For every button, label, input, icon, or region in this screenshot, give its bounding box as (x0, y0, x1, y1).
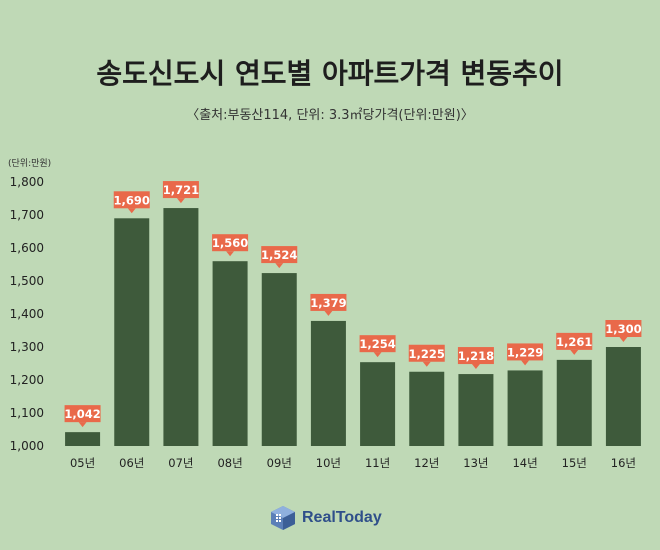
data-label-box (605, 320, 642, 337)
data-label-box (261, 246, 298, 264)
x-tick-label: 13년 (463, 456, 488, 470)
data-label-pointer (373, 352, 382, 358)
x-tick-label: 11년 (365, 456, 390, 470)
data-labels: 1,042 1,690 1,721 1,560 1,524 1,379 1,254 1,225… (64, 181, 642, 428)
data-label-text: 1,042 (64, 407, 100, 421)
data-label: 1,560 (212, 234, 249, 257)
x-tick-label: 08년 (217, 456, 242, 470)
y-tick-label: 1,400 (10, 307, 44, 321)
y-tick-label: 1,700 (10, 208, 44, 222)
x-tick-label: 07년 (168, 456, 193, 470)
bar (261, 273, 297, 446)
bar (212, 261, 248, 446)
x-tick-label: 14년 (512, 456, 537, 470)
data-label: 1,721 (162, 181, 199, 204)
bar (556, 359, 592, 446)
bar (310, 320, 346, 446)
y-tick-label: 1,300 (10, 340, 44, 354)
x-tick-label: 10년 (316, 456, 341, 470)
data-label-pointer (127, 208, 136, 214)
data-label-pointer (422, 361, 431, 367)
data-label-box (162, 181, 199, 199)
data-label-box (113, 191, 150, 209)
x-axis: 05년 06년 07년 08년 09년 10년 11년 12년 13년 14년 15년 16년 (70, 456, 636, 470)
bar (458, 374, 494, 446)
bar (163, 208, 199, 446)
y-tick-label: 1,500 (10, 274, 44, 288)
data-label-pointer (471, 364, 480, 370)
data-label-box (64, 405, 101, 423)
y-tick-label: 1,800 (10, 175, 44, 189)
x-tick-label: 06년 (119, 456, 144, 470)
data-label-box (212, 234, 249, 252)
bar-chart: (단위:만원) 1,0001,1001,2001,3001,4001,5001,… (8, 158, 642, 470)
bar (605, 347, 641, 446)
data-label-pointer (570, 349, 579, 355)
data-label-text: 1,721 (163, 183, 199, 197)
data-label-pointer (619, 337, 628, 342)
y-tick-label: 1,200 (10, 373, 44, 387)
data-label: 1,042 (64, 405, 101, 428)
data-label: 1,254 (359, 335, 396, 358)
data-label-box (310, 293, 347, 311)
data-label-text: 1,218 (458, 349, 494, 363)
data-label-pointer (78, 422, 87, 428)
data-label-text: 1,560 (212, 236, 248, 250)
unit-label: (단위:만원) (8, 158, 51, 169)
data-label: 1,225 (408, 344, 445, 367)
data-label-box (556, 332, 593, 350)
data-label: 1,261 (556, 332, 593, 355)
data-label-pointer (176, 198, 185, 204)
x-tick-label: 05년 (70, 456, 95, 470)
brand-name: RealToday (302, 509, 382, 526)
bar (360, 362, 396, 446)
x-tick-label: 16년 (611, 456, 636, 470)
bar (507, 370, 543, 446)
bar (114, 218, 150, 446)
bar (409, 371, 445, 446)
data-label: 1,300 (605, 320, 642, 342)
data-label-text: 1,379 (310, 296, 346, 310)
data-label-text: 1,524 (261, 248, 297, 262)
data-label: 1,218 (457, 347, 494, 370)
x-tick-label: 09년 (267, 456, 292, 470)
data-label-text: 1,254 (359, 337, 395, 351)
y-tick-label: 1,100 (10, 406, 44, 420)
data-label: 1,379 (310, 293, 347, 316)
data-label-pointer (226, 251, 235, 257)
realtoday-logo: RealToday (270, 504, 382, 532)
y-axis: 1,000 1,100 1,200 1,300 1,400 1,500 1,600 1,700… (10, 175, 44, 453)
bar (65, 432, 101, 446)
realtoday-logo-icon (271, 506, 295, 530)
chart-title: 송도신도시 연도별 아파트가격 변동추이 (96, 57, 564, 90)
data-label-text: 1,225 (409, 347, 445, 361)
y-tick-label: 1,000 (10, 439, 44, 453)
data-label-text: 1,690 (114, 193, 150, 207)
data-label-box (408, 344, 445, 362)
data-label-box (507, 343, 544, 361)
data-label-pointer (275, 263, 284, 269)
data-label-box (359, 335, 396, 353)
data-label: 1,229 (507, 343, 544, 366)
data-label: 1,524 (261, 246, 298, 269)
data-label-box (457, 347, 494, 365)
data-label-pointer (521, 360, 530, 366)
x-tick-label: 15년 (562, 456, 587, 470)
data-label-text: 1,300 (605, 322, 641, 336)
data-label-text: 1,229 (507, 345, 543, 359)
x-tick-label: 12년 (414, 456, 439, 470)
data-label-pointer (324, 310, 333, 316)
chart-subtitle: 〈출처:부동산114, 단위: 3.3㎡당가격(단위:만원)〉 (186, 108, 474, 123)
bars (65, 208, 641, 446)
data-label-text: 1,261 (556, 335, 592, 349)
data-label: 1,690 (113, 191, 150, 214)
y-tick-label: 1,600 (10, 241, 44, 255)
